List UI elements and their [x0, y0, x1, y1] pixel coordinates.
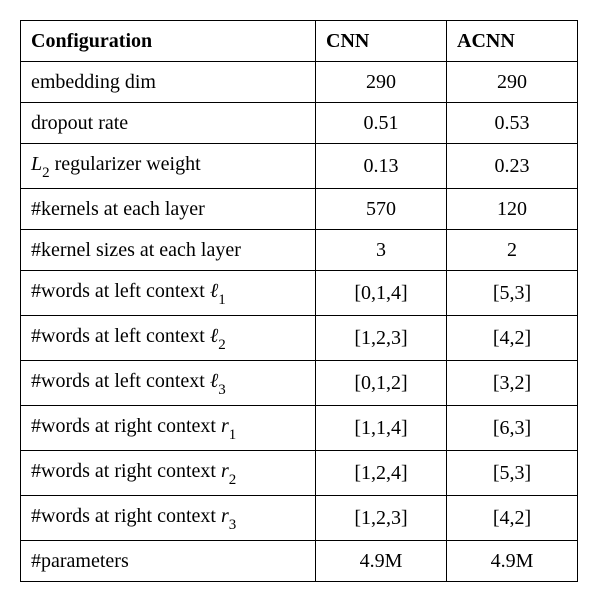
- row-cnn-value: 290: [316, 62, 447, 103]
- row-acnn-value: [4,2]: [447, 496, 578, 541]
- config-table: Configuration CNN ACNN embedding dim2902…: [20, 20, 578, 582]
- table-row: #kernel sizes at each layer32: [21, 230, 578, 271]
- table-row: L2 regularizer weight0.130.23: [21, 144, 578, 189]
- row-label: #words at left context ℓ1: [21, 271, 316, 316]
- row-acnn-value: 290: [447, 62, 578, 103]
- row-acnn-value: [6,3]: [447, 406, 578, 451]
- row-cnn-value: [1,2,3]: [316, 316, 447, 361]
- row-label: #parameters: [21, 541, 316, 582]
- row-acnn-value: [4,2]: [447, 316, 578, 361]
- row-cnn-value: [0,1,2]: [316, 361, 447, 406]
- row-acnn-value: 4.9M: [447, 541, 578, 582]
- row-acnn-value: 0.53: [447, 103, 578, 144]
- table-row: #words at left context ℓ3[0,1,2][3,2]: [21, 361, 578, 406]
- row-acnn-value: 120: [447, 189, 578, 230]
- table-row: #words at right context r2[1,2,4][5,3]: [21, 451, 578, 496]
- row-cnn-value: [0,1,4]: [316, 271, 447, 316]
- row-label: #words at right context r1: [21, 406, 316, 451]
- table-row: #words at right context r1[1,1,4][6,3]: [21, 406, 578, 451]
- row-cnn-value: [1,2,3]: [316, 496, 447, 541]
- table-row: #words at left context ℓ2[1,2,3][4,2]: [21, 316, 578, 361]
- row-cnn-value: 0.13: [316, 144, 447, 189]
- row-label: #kernel sizes at each layer: [21, 230, 316, 271]
- row-label: #words at left context ℓ3: [21, 361, 316, 406]
- table-row: #parameters4.9M4.9M: [21, 541, 578, 582]
- row-cnn-value: [1,2,4]: [316, 451, 447, 496]
- table-row: embedding dim290290: [21, 62, 578, 103]
- row-cnn-value: 570: [316, 189, 447, 230]
- row-label: dropout rate: [21, 103, 316, 144]
- row-acnn-value: 2: [447, 230, 578, 271]
- row-label: #words at right context r2: [21, 451, 316, 496]
- row-label: embedding dim: [21, 62, 316, 103]
- row-label: L2 regularizer weight: [21, 144, 316, 189]
- col-header-cnn: CNN: [316, 21, 447, 62]
- row-acnn-value: [5,3]: [447, 451, 578, 496]
- table-row: #words at right context r3[1,2,3][4,2]: [21, 496, 578, 541]
- row-label: #words at left context ℓ2: [21, 316, 316, 361]
- row-acnn-value: [3,2]: [447, 361, 578, 406]
- row-cnn-value: 4.9M: [316, 541, 447, 582]
- table-row: dropout rate0.510.53: [21, 103, 578, 144]
- table-row: #words at left context ℓ1[0,1,4][5,3]: [21, 271, 578, 316]
- table-header-row: Configuration CNN ACNN: [21, 21, 578, 62]
- table-body: embedding dim290290dropout rate0.510.53L…: [21, 62, 578, 582]
- row-acnn-value: [5,3]: [447, 271, 578, 316]
- row-label: #words at right context r3: [21, 496, 316, 541]
- col-header-config: Configuration: [21, 21, 316, 62]
- row-label: #kernels at each layer: [21, 189, 316, 230]
- row-cnn-value: [1,1,4]: [316, 406, 447, 451]
- row-cnn-value: 0.51: [316, 103, 447, 144]
- row-cnn-value: 3: [316, 230, 447, 271]
- table-row: #kernels at each layer570120: [21, 189, 578, 230]
- col-header-acnn: ACNN: [447, 21, 578, 62]
- row-acnn-value: 0.23: [447, 144, 578, 189]
